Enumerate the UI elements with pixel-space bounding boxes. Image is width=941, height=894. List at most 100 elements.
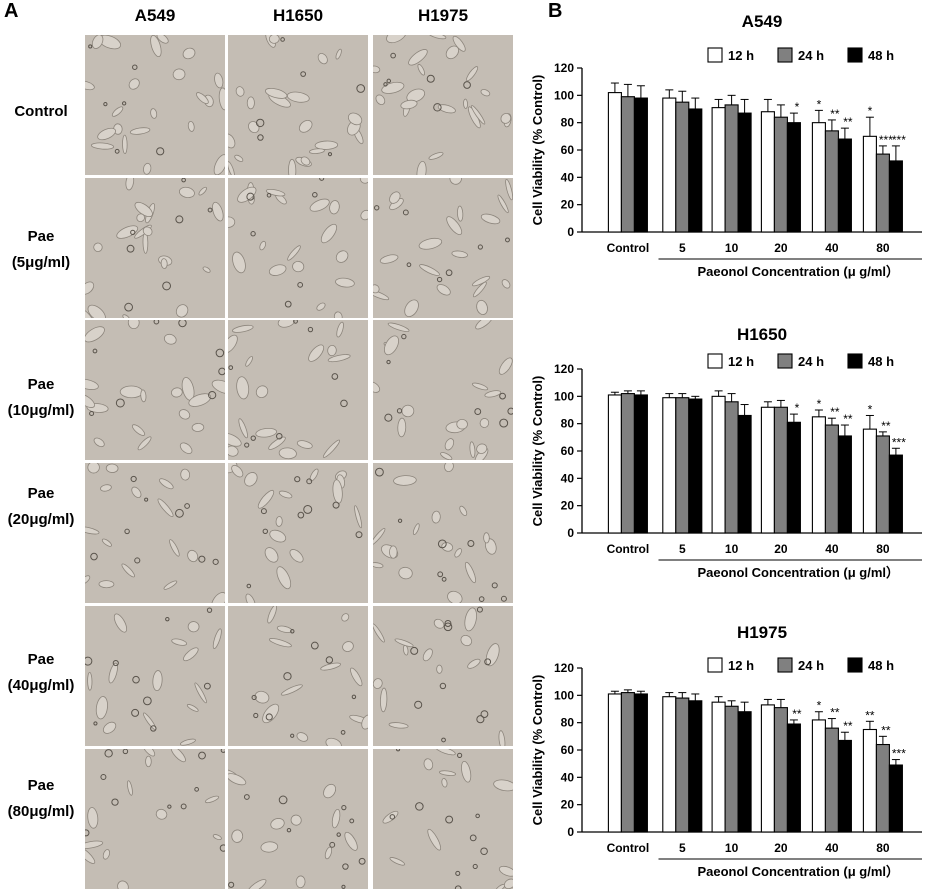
x-tick-label: Control <box>607 241 650 255</box>
bar <box>620 393 635 534</box>
micrograph-h1975-row-0 <box>373 35 513 175</box>
bar <box>724 401 739 534</box>
bar <box>773 707 788 833</box>
column-header-h1650: H1650 <box>272 6 324 25</box>
bar <box>773 406 788 534</box>
significance-stars: * <box>817 397 822 411</box>
legend-label: 12 h <box>728 354 754 369</box>
legend-label: 24 h <box>798 658 824 673</box>
column-header-h1975: H1975 <box>417 6 469 25</box>
x-axis-label: Paeonol Concentration (μ g/ml） <box>697 864 899 879</box>
micrograph-h1650-row-0 <box>228 35 368 175</box>
legend-swatch <box>707 657 723 673</box>
row-label-control: Control <box>14 103 68 120</box>
x-tick-label: 40 <box>825 542 839 556</box>
bar <box>620 692 635 833</box>
significance-stars: ** <box>881 723 891 737</box>
significance-stars: ** <box>881 419 891 433</box>
bar <box>737 711 752 833</box>
y-tick-label: 0 <box>567 225 574 239</box>
significance-stars: ** <box>830 107 840 121</box>
bar <box>662 97 677 233</box>
bar <box>675 101 690 233</box>
micrograph-a549-row-3 <box>85 463 225 603</box>
y-tick-label: 120 <box>554 362 574 376</box>
bar <box>607 92 622 233</box>
row-label-pae-40: Pae (40μg/ml) <box>7 651 75 694</box>
bar <box>786 723 801 833</box>
bar <box>888 764 903 833</box>
legend-label: 12 h <box>728 48 754 63</box>
significance-stars: *** <box>892 133 906 147</box>
micrograph-h1975-row-3 <box>373 463 513 603</box>
legend-label: 48 h <box>868 658 894 673</box>
y-tick-label: 60 <box>561 444 575 458</box>
significance-stars: ** <box>843 412 853 426</box>
bar <box>811 719 826 833</box>
legend-label: 24 h <box>798 48 824 63</box>
significance-stars: * <box>817 97 822 111</box>
x-tick-label: 5 <box>679 841 686 855</box>
bar <box>760 111 775 233</box>
legend-label: 12 h <box>728 658 754 673</box>
bar <box>888 454 903 534</box>
row-label-pae-80: Pae (80μg/ml) <box>7 777 75 820</box>
bar <box>711 395 726 534</box>
bar <box>862 135 877 233</box>
bar <box>862 728 877 833</box>
significance-stars: ** <box>830 706 840 720</box>
x-tick-label: 5 <box>679 241 686 255</box>
x-tick-label: 20 <box>774 542 788 556</box>
legend-swatch <box>777 47 793 63</box>
bar <box>837 435 852 534</box>
significance-stars: * <box>817 699 822 713</box>
x-tick-label: 5 <box>679 542 686 556</box>
bar <box>711 107 726 233</box>
y-tick-label: 80 <box>561 116 575 130</box>
bar <box>786 122 801 233</box>
significance-stars: * <box>795 100 800 114</box>
bar <box>724 705 739 833</box>
bar <box>824 130 839 233</box>
bar <box>607 394 622 534</box>
significance-stars: *** <box>879 133 893 147</box>
bar <box>688 108 703 233</box>
significance-stars: * <box>795 401 800 415</box>
bar <box>875 435 890 534</box>
y-tick-label: 100 <box>554 389 574 403</box>
panel-b-label: B <box>548 0 563 22</box>
column-header-a549: A549 <box>134 6 176 25</box>
significance-stars: ** <box>792 707 802 721</box>
y-tick-label: 100 <box>554 88 574 102</box>
panel-a-label: A <box>4 0 19 22</box>
micrograph-a549-row-4 <box>85 606 225 746</box>
significance-stars: * <box>868 104 873 118</box>
significance-stars: ** <box>843 115 853 129</box>
significance-stars: ** <box>865 708 875 722</box>
x-tick-label: 20 <box>774 841 788 855</box>
legend-swatch <box>847 353 863 369</box>
bar <box>688 398 703 534</box>
micrograph-h1975-row-2 <box>373 320 513 460</box>
bar <box>760 406 775 534</box>
bar <box>737 112 752 233</box>
legend-swatch <box>777 353 793 369</box>
bar <box>675 397 690 534</box>
y-tick-label: 100 <box>554 688 574 702</box>
micrograph-h1650-row-3 <box>228 463 368 603</box>
micrograph-a549-row-0 <box>85 35 225 175</box>
bar <box>633 97 648 233</box>
y-tick-label: 40 <box>561 170 575 184</box>
x-tick-label: 10 <box>725 841 739 855</box>
significance-stars: *** <box>892 747 906 761</box>
bar <box>737 414 752 534</box>
significance-stars: ** <box>843 719 853 733</box>
bar <box>662 397 677 534</box>
y-tick-label: 120 <box>554 61 574 75</box>
micrograph-h1650-row-2 <box>228 320 368 460</box>
y-axis-label: Cell Viability (% Control) <box>530 675 545 826</box>
x-tick-label: 80 <box>876 241 890 255</box>
y-tick-label: 0 <box>567 526 574 540</box>
micrograph-h1650-row-5 <box>228 749 368 889</box>
